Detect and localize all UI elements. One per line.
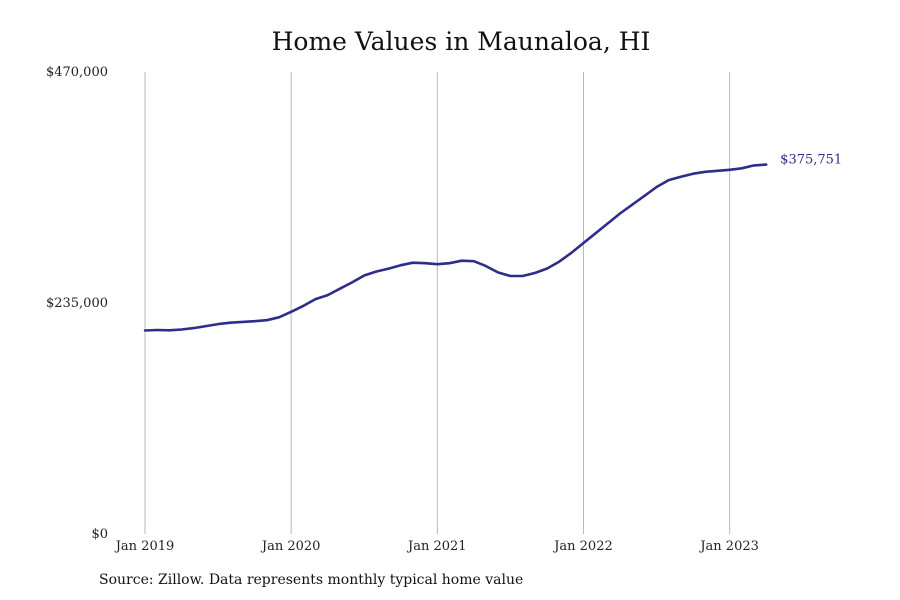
- gridlines: [144, 72, 731, 534]
- x-tick-label: Jan 2023: [698, 539, 759, 554]
- chart-title: Home Values in Maunaloa, HI: [271, 27, 651, 56]
- y-tick-label: $470,000: [46, 65, 108, 80]
- series-layer: $375,751: [143, 153, 842, 332]
- home-value-line: [143, 163, 768, 332]
- x-tick-label: Jan 2020: [260, 539, 321, 554]
- source-note: Source: Zillow. Data represents monthly …: [99, 572, 524, 588]
- y-axis-ticks: $0 $235,000 $470,000: [46, 65, 108, 542]
- x-tick-label: Jan 2019: [114, 539, 175, 554]
- y-tick-label: $235,000: [46, 296, 108, 311]
- x-tick-label: Jan 2021: [406, 539, 467, 554]
- x-axis-ticks: Jan 2019 Jan 2020 Jan 2021 Jan 2022 Jan 2023: [114, 539, 759, 554]
- end-value-label: $375,751: [780, 153, 842, 168]
- x-tick-label: Jan 2022: [552, 539, 613, 554]
- y-tick-label: $0: [91, 527, 108, 542]
